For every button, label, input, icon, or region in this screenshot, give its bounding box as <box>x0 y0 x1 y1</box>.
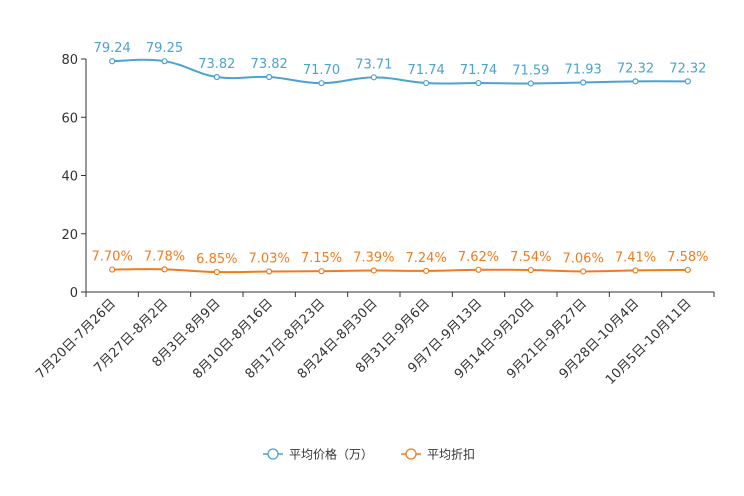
data-point <box>580 79 587 86</box>
data-label: 73.82 <box>251 57 288 72</box>
data-label: 7.70% <box>92 250 133 265</box>
data-point <box>213 268 220 276</box>
data-point <box>684 78 691 85</box>
data-label: 79.25 <box>146 41 183 56</box>
data-point <box>423 267 430 275</box>
data-point <box>580 268 587 275</box>
data-label: 71.59 <box>512 63 549 78</box>
data-point <box>527 80 534 87</box>
data-label: 71.74 <box>460 63 497 78</box>
data-point <box>684 266 691 274</box>
data-point <box>266 73 273 81</box>
data-label: 7.58% <box>667 250 708 265</box>
data-point <box>475 79 482 87</box>
series-lines: 79.24 79.25 73.82 73.82 71.70 73.71 71.74 71.74… <box>92 41 708 276</box>
y-tick-label: 0 <box>70 286 78 301</box>
data-label: 71.70 <box>303 63 340 78</box>
data-label: 71.74 <box>408 63 445 78</box>
data-label: 73.82 <box>198 57 235 72</box>
data-point <box>370 267 377 274</box>
data-point <box>161 266 168 273</box>
data-label: 71.93 <box>565 63 602 78</box>
data-label: 7.03% <box>249 252 290 267</box>
data-point <box>423 79 430 87</box>
data-label: 7.62% <box>458 250 499 265</box>
data-point <box>109 58 116 65</box>
data-point <box>632 267 639 274</box>
data-label: 7.54% <box>510 250 551 265</box>
data-point <box>266 268 273 275</box>
data-label: 73.71 <box>355 57 392 72</box>
data-label: 7.41% <box>615 250 656 265</box>
legend: 平均价格（万） 平均折扣 <box>263 447 475 462</box>
axes: 0204060807月20日-7月26日7月27日-8月2日8月3日-8月9日8… <box>33 53 715 388</box>
data-point <box>161 58 168 65</box>
data-label: 7.39% <box>353 250 394 265</box>
data-point <box>632 78 639 85</box>
data-label: 7.24% <box>406 251 447 266</box>
data-label: 6.85% <box>196 252 237 267</box>
data-point <box>213 73 220 81</box>
series-line-1 <box>112 268 688 274</box>
data-point <box>370 74 377 81</box>
data-label: 7.15% <box>301 251 342 266</box>
data-point <box>527 266 534 274</box>
y-tick-label: 60 <box>61 111 78 126</box>
legend-marker-icon <box>267 448 279 460</box>
legend-label: 平均折扣 <box>427 447 475 462</box>
y-tick-label: 40 <box>61 170 78 185</box>
legend-marker-icon <box>405 448 417 460</box>
data-label: 79.24 <box>94 41 131 56</box>
data-label: 72.32 <box>617 61 654 76</box>
data-point <box>475 266 482 273</box>
legend-label: 平均价格（万） <box>289 447 373 462</box>
data-point <box>318 80 325 87</box>
data-label: 72.32 <box>669 61 706 76</box>
y-tick-label: 20 <box>61 228 78 243</box>
series-line-0 <box>112 58 688 85</box>
data-point <box>318 268 325 275</box>
y-tick-label: 80 <box>61 53 78 68</box>
data-label: 7.06% <box>563 251 604 266</box>
data-label: 7.78% <box>144 249 185 264</box>
data-point <box>109 266 116 273</box>
